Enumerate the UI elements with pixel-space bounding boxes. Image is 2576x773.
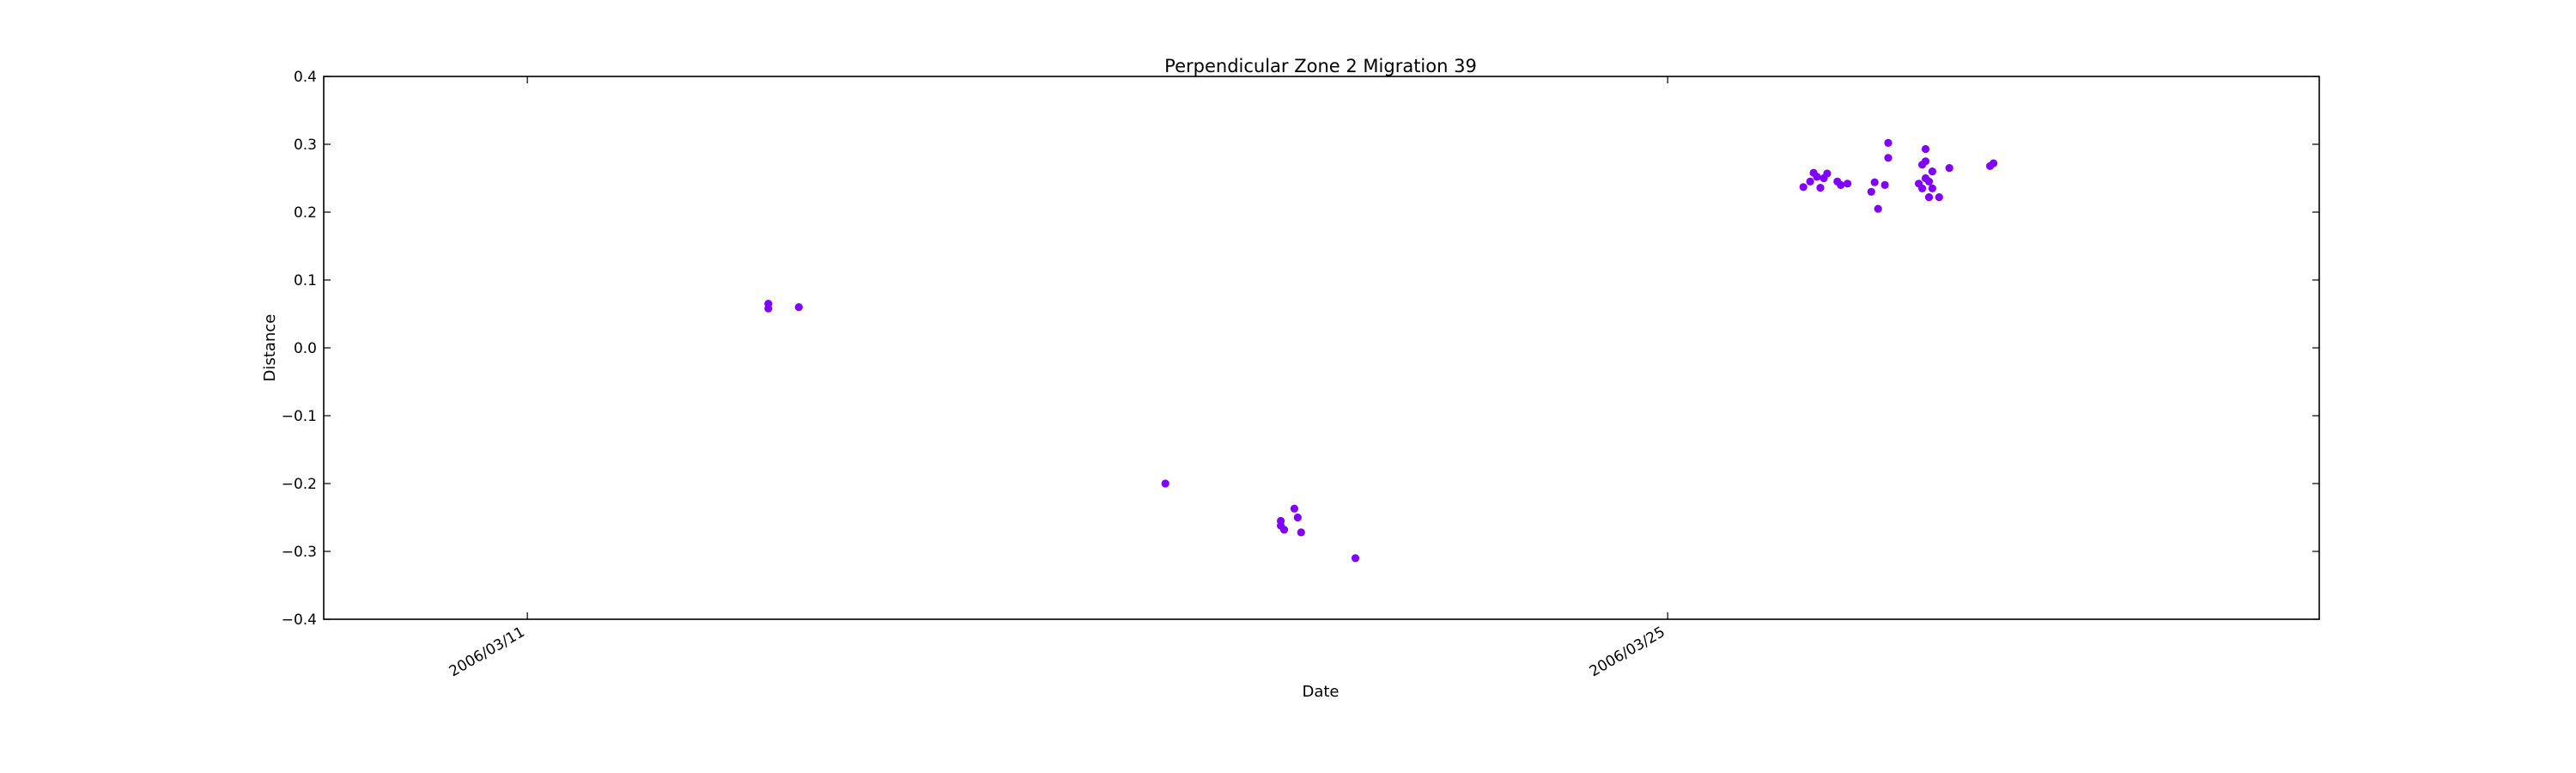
- data-points: [764, 138, 1998, 563]
- data-point: [1816, 184, 1825, 192]
- data-point: [1823, 169, 1832, 178]
- data-point: [1870, 178, 1879, 186]
- data-point: [1293, 513, 1302, 522]
- data-point: [1351, 554, 1360, 563]
- data-point: [1945, 164, 1953, 173]
- data-point: [1924, 193, 1934, 202]
- y-tick-label: −0.2: [282, 476, 317, 493]
- y-tick-label: −0.1: [282, 408, 317, 425]
- y-tick-label: −0.3: [282, 544, 317, 561]
- data-point: [1918, 184, 1927, 192]
- y-tick-label: −0.4: [282, 612, 317, 629]
- data-point: [1921, 157, 1930, 166]
- data-point: [1279, 526, 1289, 534]
- y-axis-ticks: −0.4 −0.3 −0.2 −0.1 0.0 0.1 0.2 0.3 0.4: [282, 69, 2319, 629]
- data-point: [1297, 528, 1305, 537]
- data-point: [1874, 204, 1882, 213]
- y-tick-label: 0.3: [294, 137, 317, 154]
- data-point: [1880, 180, 1889, 189]
- data-point: [1806, 177, 1814, 186]
- y-tick-label: 0.2: [294, 204, 317, 222]
- x-tick-label: 2006/03/11: [447, 624, 528, 680]
- data-point: [1928, 184, 1936, 192]
- data-point: [1867, 187, 1875, 196]
- data-point: [1290, 504, 1298, 513]
- y-axis-label: Distance: [261, 314, 279, 382]
- data-point: [1928, 167, 1936, 176]
- data-point: [1837, 180, 1845, 189]
- data-point: [1924, 177, 1934, 186]
- data-point: [1884, 138, 1893, 147]
- data-point: [1935, 193, 1943, 202]
- data-point: [764, 304, 773, 313]
- data-point: [1161, 479, 1170, 488]
- y-tick-label: 0.0: [294, 340, 317, 357]
- x-tick-label: 2006/03/25: [1587, 624, 1668, 680]
- data-point: [1990, 159, 1998, 167]
- data-point: [794, 303, 803, 312]
- y-tick-label: 0.1: [294, 272, 317, 289]
- y-tick-label: 0.4: [294, 69, 317, 86]
- data-point: [1813, 173, 1821, 181]
- data-point: [1844, 180, 1852, 188]
- x-axis-label: Date: [1302, 683, 1339, 701]
- data-point: [1921, 144, 1930, 154]
- x-axis-ticks: 2006/03/11 2006/03/25: [447, 76, 1668, 680]
- plot-frame: [323, 76, 2320, 620]
- data-point: [1884, 154, 1893, 162]
- chart-title: Perpendicular Zone 2 Migration 39: [1164, 56, 1477, 76]
- data-point: [1799, 183, 1807, 192]
